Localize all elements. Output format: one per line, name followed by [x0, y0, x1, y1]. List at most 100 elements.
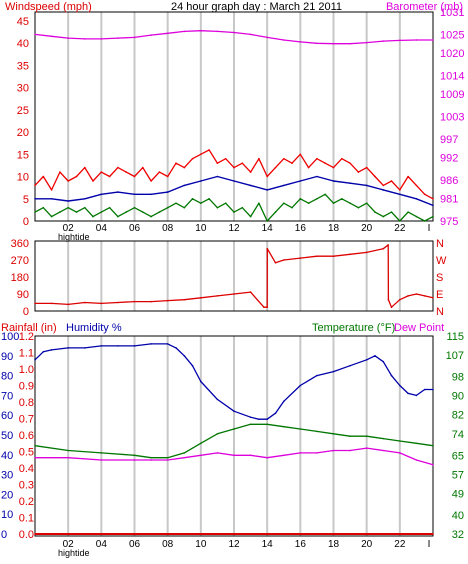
- panel-temp-humidity: Rainfall (in) Humidity % Temperature (°F…: [1, 322, 464, 558]
- wind-direction-point: [387, 244, 390, 246]
- barometer-tick: 975: [440, 216, 458, 228]
- hour-tick-label: 04: [96, 223, 108, 234]
- barometer-point: [50, 35, 53, 38]
- humidity-axis-label: Humidity %: [66, 322, 122, 334]
- wind-direction-point: [249, 291, 252, 293]
- hour-tick-label: 06: [129, 539, 141, 550]
- temperature-tick: 74: [452, 429, 464, 441]
- windlow-point: [125, 211, 127, 213]
- rainfall-tick: 0.7: [19, 414, 34, 426]
- windlow-point: [324, 193, 327, 196]
- avgwind-point: [117, 191, 119, 193]
- temperature-point: [349, 435, 351, 438]
- wind-direction-point: [432, 297, 434, 299]
- temperature-tick: 107: [446, 350, 464, 362]
- avgwind-point: [133, 193, 136, 196]
- humidity-point: [166, 343, 169, 345]
- humidity-point: [50, 349, 53, 351]
- barometer-point: [365, 41, 368, 44]
- wind-direction-point: [399, 298, 401, 301]
- temperature-point: [183, 452, 186, 454]
- windlow-point: [266, 220, 269, 222]
- windspeed-point: [158, 171, 161, 173]
- humidity-point: [382, 360, 385, 363]
- direction-degree-tick: 180: [11, 272, 29, 284]
- dewpoint-point: [67, 456, 69, 459]
- humidity-point: [266, 418, 269, 421]
- rainfall-tick: 0.1: [19, 513, 34, 525]
- windspeed-point: [423, 193, 426, 196]
- dewpoint-point: [332, 449, 335, 452]
- panel1-hour-labels: 02 04 06 08 10 12 14 16 18 20 22 I: [63, 223, 431, 234]
- wind-direction-point: [263, 306, 265, 309]
- windlow-point: [432, 215, 434, 218]
- panel2-frame: [34, 240, 434, 312]
- hour-tick-label: 08: [162, 539, 174, 550]
- temperature-point: [133, 454, 136, 457]
- temperature-point: [100, 452, 103, 454]
- barometer-tick-labels: 975 981 986 992 997 1003 1009 1014 1020 1025 1031: [440, 7, 464, 228]
- humidity-tick: 30: [1, 470, 13, 482]
- windspeed-point: [266, 175, 269, 178]
- temperature-point: [150, 456, 152, 459]
- humidity-point: [365, 359, 368, 361]
- windlow-point: [341, 198, 343, 200]
- wind-direction-point: [84, 301, 86, 304]
- windlow-point: [133, 206, 136, 209]
- humidity-point: [191, 364, 194, 367]
- temperature-point: [200, 442, 202, 445]
- windlow-point: [224, 202, 227, 204]
- avgwind-point: [266, 189, 269, 191]
- windlow-point: [407, 211, 409, 213]
- temperature-point: [216, 433, 219, 435]
- windspeed-point: [432, 198, 434, 200]
- avgwind-point: [415, 198, 418, 200]
- windlow-point: [166, 206, 169, 209]
- hour-tick-label: 22: [394, 539, 406, 550]
- barometer-point: [67, 37, 69, 39]
- humidity-tick: 90: [1, 351, 13, 363]
- windlow-point: [34, 211, 36, 213]
- compass-tick: N: [436, 306, 444, 318]
- windspeed-point: [125, 171, 127, 173]
- wind-direction-point: [233, 293, 235, 295]
- dewpoint-point: [316, 452, 318, 454]
- rainfall-tick: 0.0: [19, 529, 34, 541]
- avgwind-point: [382, 189, 385, 191]
- wind-direction-point: [274, 262, 277, 264]
- hour-tick-label: 20: [361, 539, 373, 550]
- dewpoint-point: [415, 459, 418, 461]
- rainfall-tick: 0.4: [19, 463, 34, 475]
- rainfall-tick: 0.6: [19, 430, 34, 442]
- temperature-tick: 57: [452, 469, 464, 481]
- wind-direction-point: [133, 300, 136, 303]
- wind-direction-point: [266, 306, 269, 309]
- direction-degree-tick: 0: [23, 306, 29, 318]
- humidity-tick: 40: [1, 450, 13, 462]
- windspeed-tick: 20: [17, 127, 29, 139]
- humidity-tick: 80: [1, 371, 13, 383]
- humidity-point: [399, 384, 401, 387]
- windspeed-point: [407, 175, 409, 178]
- rainfall-tick: 0.3: [19, 480, 34, 492]
- windspeed-point: [258, 157, 260, 160]
- dewpoint-point: [382, 449, 385, 452]
- temperature-point: [283, 425, 285, 428]
- humidity-point: [175, 347, 177, 349]
- dewpoint-point: [365, 447, 368, 449]
- windlow-point: [332, 202, 335, 204]
- avgwind-point: [200, 180, 202, 182]
- temperature-point: [299, 428, 302, 430]
- windspeed-point: [175, 162, 177, 164]
- windspeed-tick: 0: [23, 216, 29, 228]
- hour-tick-label: 20: [361, 223, 373, 234]
- windlow-point: [191, 198, 194, 200]
- temperature-point: [233, 428, 235, 430]
- windlow-point: [150, 215, 152, 218]
- humidity-tick: 10: [1, 509, 13, 521]
- humidity-point: [332, 370, 335, 373]
- humidity-point: [117, 345, 119, 347]
- barometer-point: [432, 39, 434, 41]
- dewpoint-point: [133, 459, 136, 461]
- panel-wind-barometer: Windspeed (mph) 24 hour graph day : Marc…: [5, 1, 464, 242]
